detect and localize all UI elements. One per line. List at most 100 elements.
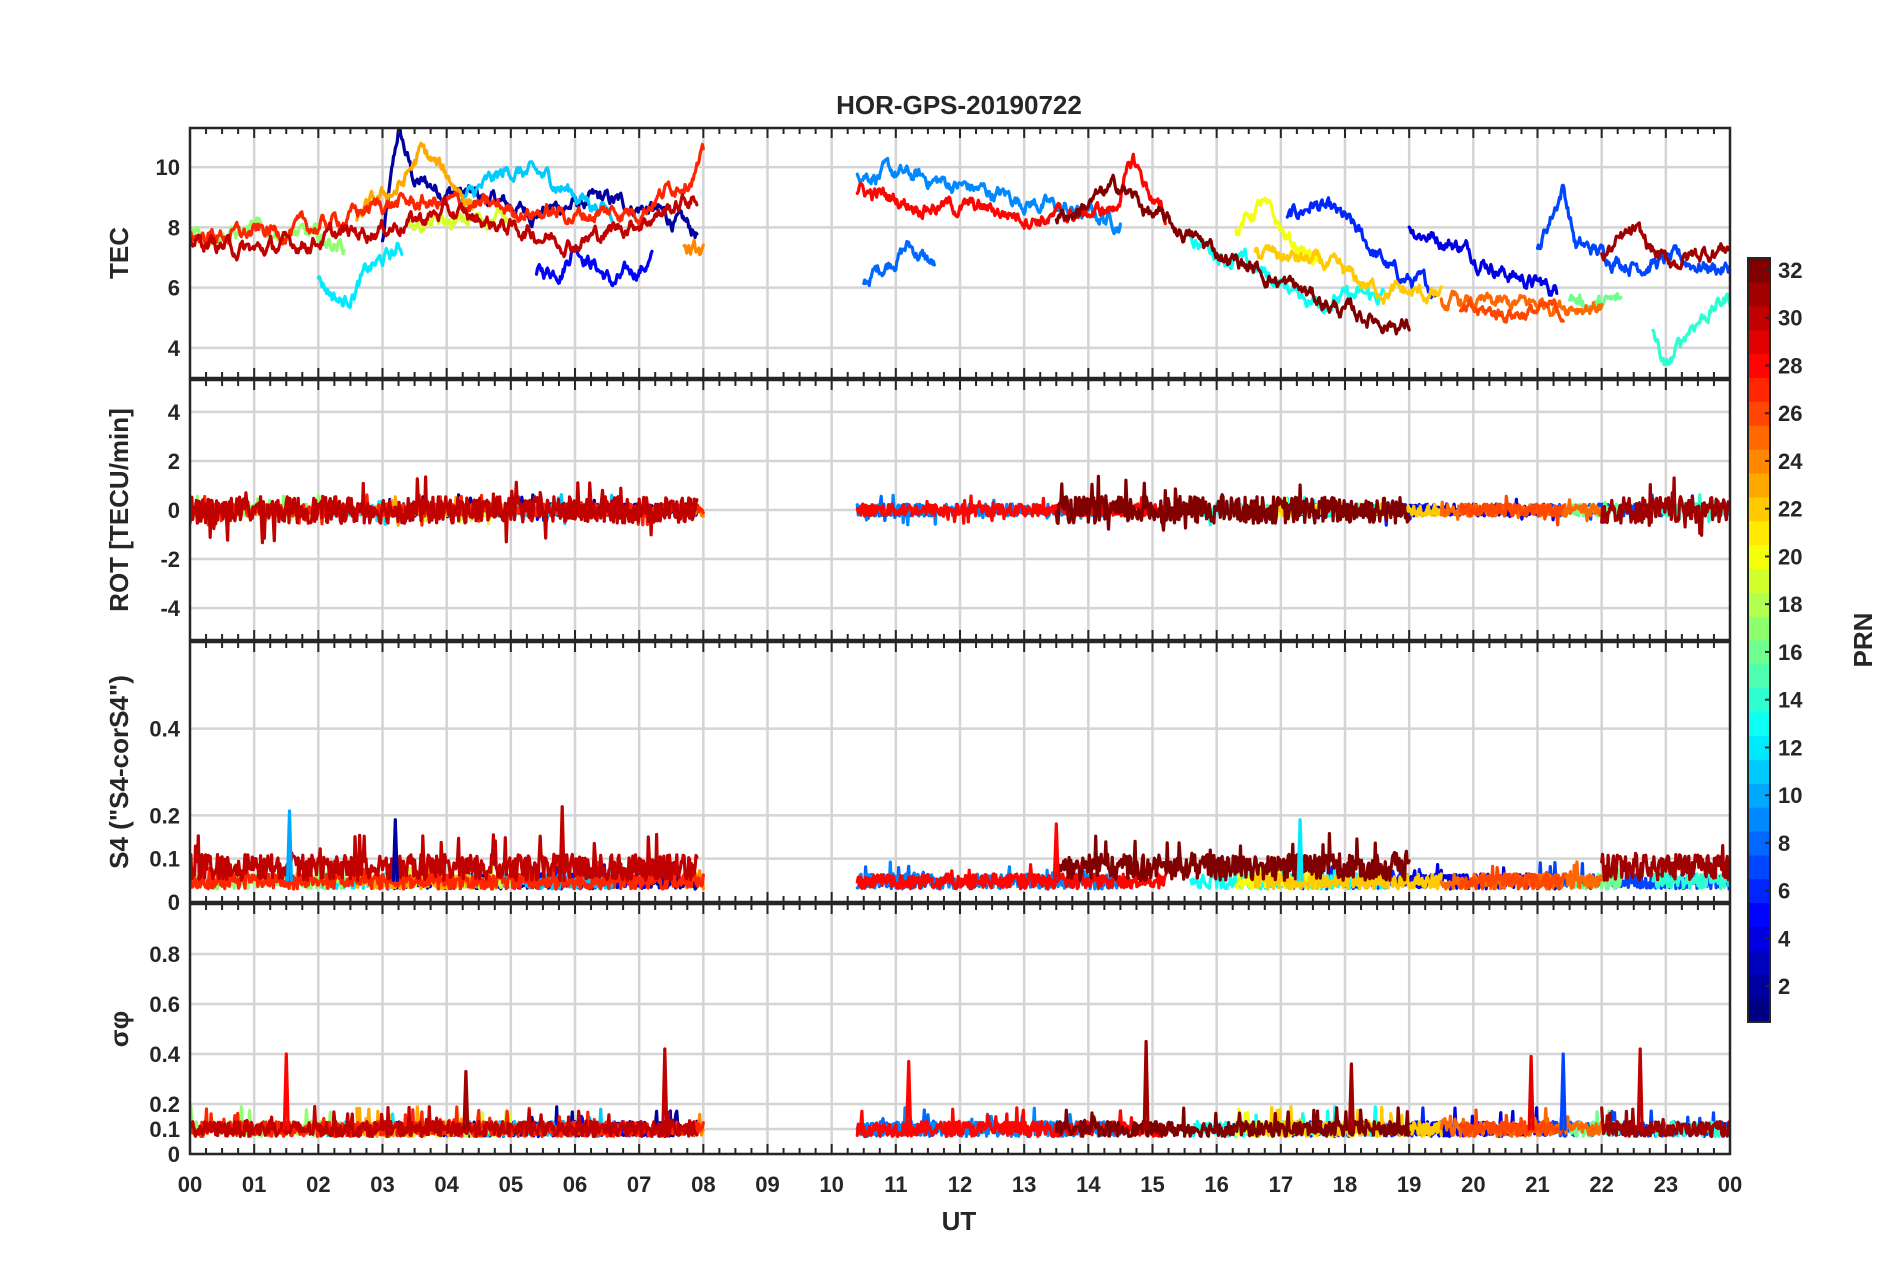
colorbar-tick-label: 32 — [1778, 258, 1802, 283]
colorbar-swatch — [1748, 687, 1770, 713]
trace-prn-11 — [457, 160, 616, 228]
y-tick-label: 10 — [156, 155, 180, 180]
colorbar-swatch — [1748, 950, 1770, 975]
trace-prn-32 — [1054, 173, 1411, 336]
x-tick-label: 04 — [434, 1172, 459, 1197]
y-tick-label: 0.2 — [149, 1092, 180, 1117]
traces — [190, 474, 1730, 545]
colorbar-swatch — [1748, 544, 1770, 569]
x-tick-label: 23 — [1654, 1172, 1678, 1197]
x-tick-label: 14 — [1076, 1172, 1101, 1197]
colorbar-swatch — [1748, 305, 1770, 331]
x-tick-label: 19 — [1397, 1172, 1421, 1197]
grid — [190, 128, 1730, 378]
trace-prn-30 — [190, 193, 699, 262]
colorbar-tick-label: 20 — [1778, 544, 1802, 569]
colorbar-label: PRN — [1848, 613, 1878, 668]
trace-prn-7 — [1535, 183, 1730, 278]
y-tick-label: -2 — [160, 547, 180, 572]
colorbar-tick-label: 30 — [1778, 306, 1802, 331]
x-tick-label: 05 — [499, 1172, 523, 1197]
y-tick-label: 6 — [168, 276, 180, 301]
trace-prn-4 — [1407, 225, 1559, 297]
traces — [190, 1039, 1730, 1139]
x-tick-label: 15 — [1140, 1172, 1164, 1197]
x-tick-label: 16 — [1204, 1172, 1228, 1197]
chart-title: HOR-GPS-20190722 — [836, 90, 1082, 120]
colorbar-tick-label: 16 — [1778, 640, 1802, 665]
x-tick-label: 11 — [884, 1172, 907, 1197]
x-tick-label: 01 — [242, 1172, 266, 1197]
colorbar-tick-label: 8 — [1778, 831, 1790, 856]
y-axis-label: σφ — [104, 1011, 134, 1047]
peak-prn-31 — [1347, 1062, 1355, 1131]
colorbar-swatch — [1748, 592, 1770, 617]
colorbar-swatch — [1748, 759, 1770, 784]
trace-prn-6 — [1285, 196, 1437, 300]
peak-prn-10 — [285, 809, 293, 882]
x-tick-label: 02 — [306, 1172, 330, 1197]
colorbar-tick-label: 22 — [1778, 497, 1802, 522]
y-tick-label: 0 — [168, 890, 180, 915]
colorbar-frame — [1747, 257, 1771, 1023]
x-tick-label: 21 — [1525, 1172, 1549, 1197]
trace-prn-22 — [1253, 244, 1443, 305]
trace-prn-8 — [862, 239, 936, 288]
trace-prn-28 — [855, 152, 1167, 230]
trace-prn-26 — [1458, 298, 1565, 324]
colorbar-swatch — [1748, 974, 1770, 999]
y-tick-label: 0.8 — [149, 942, 180, 967]
panel-tec: 4 6 8 10 TEC — [104, 126, 1732, 380]
x-tick-label: 07 — [627, 1172, 651, 1197]
colorbar-swatch — [1748, 854, 1770, 880]
peak-prn-2 — [391, 818, 399, 882]
trace-prn-30 — [190, 1104, 699, 1139]
colorbar-swatch — [1748, 520, 1770, 546]
peak-prn-12 — [1296, 818, 1304, 882]
trace-prn-25 — [1439, 289, 1604, 318]
colorbar-swatch — [1748, 831, 1770, 856]
trace-prn-28 — [855, 860, 1167, 891]
colorbar-swatch — [1748, 878, 1770, 904]
colorbar-swatch — [1748, 472, 1770, 498]
y-tick-label: 2 — [168, 449, 180, 474]
colorbar-tick-label: 4 — [1778, 926, 1791, 951]
trace-prn-16 — [1567, 292, 1623, 314]
colorbar-tick-label: 18 — [1778, 592, 1802, 617]
trace-prn-32 — [1054, 474, 1411, 532]
colorbar-tick-label: 10 — [1778, 783, 1802, 808]
peak-prn-30 — [1636, 1047, 1644, 1131]
trace-prn-26 — [1458, 864, 1565, 891]
colorbar-swatch — [1748, 401, 1770, 426]
colorbar-swatch — [1748, 377, 1770, 402]
trace-prn-20 — [1234, 196, 1321, 266]
trace-prn-14 — [1651, 860, 1730, 891]
peak-prn-7 — [1559, 1052, 1567, 1131]
colorbar-tick-label: 24 — [1778, 449, 1803, 474]
colorbar-tick-label: 14 — [1778, 688, 1803, 713]
panel-sigma: 00.10.2 0.4 0.6 0.8 σφ — [104, 902, 1732, 1167]
x-axis: 00 01 02 03 04 05 06 07 08 09 10 11 12 13 14 15 16 17 18 19… — [178, 1172, 1742, 1197]
trace-prn-31 — [1600, 476, 1730, 537]
x-tick-label: 00 — [1718, 1172, 1742, 1197]
y-tick-label: 0 — [168, 498, 180, 523]
colorbar-tick-label: 26 — [1778, 401, 1802, 426]
x-axis-label: UT — [942, 1206, 977, 1236]
traces — [190, 805, 1730, 891]
colorbar-swatch — [1748, 663, 1770, 689]
y-tick-label: 0.2 — [149, 803, 180, 828]
colorbar-swatch — [1748, 807, 1770, 832]
y-tick-label: 0.1 — [149, 847, 180, 872]
traces — [190, 128, 1730, 367]
x-tick-label: 13 — [1012, 1172, 1036, 1197]
x-tick-label: 10 — [819, 1172, 843, 1197]
peak-prn-31 — [1142, 1039, 1150, 1131]
trace-prn-26 — [1458, 494, 1565, 527]
x-tick-label: 06 — [563, 1172, 587, 1197]
trace-prn-22 — [1253, 861, 1443, 891]
peak-prn-30 — [558, 805, 566, 882]
x-tick-label: 00 — [178, 1172, 202, 1197]
